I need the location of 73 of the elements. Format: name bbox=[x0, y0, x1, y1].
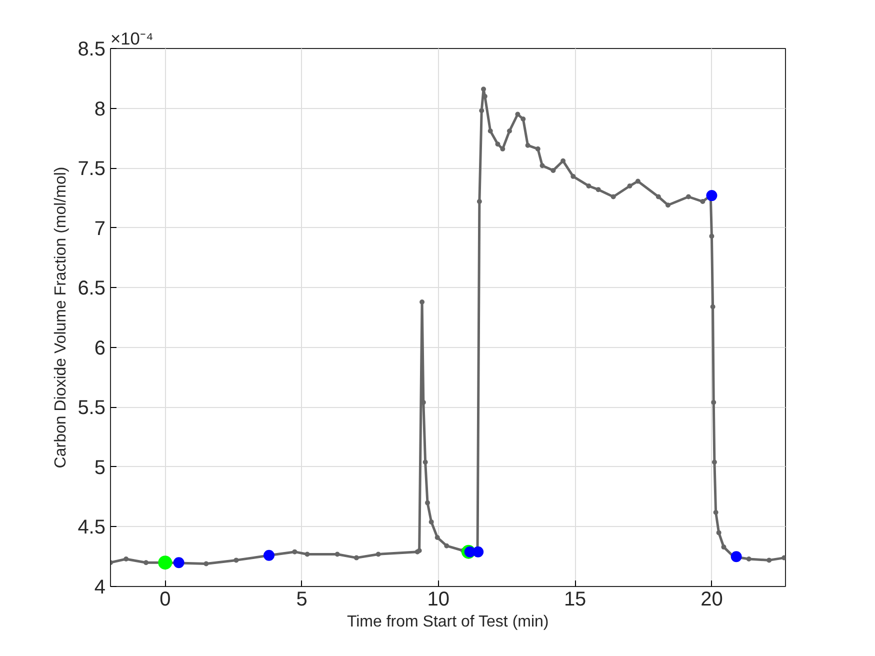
y-tick-label: 4.5 bbox=[78, 516, 106, 539]
point bbox=[586, 183, 592, 188]
point bbox=[334, 552, 340, 557]
point bbox=[716, 530, 722, 536]
point bbox=[782, 555, 786, 560]
y-tick-label: 6 bbox=[94, 337, 106, 360]
point bbox=[686, 194, 691, 200]
x-tick-label: 5 bbox=[296, 588, 308, 610]
point bbox=[700, 199, 706, 204]
point bbox=[488, 128, 493, 134]
point bbox=[124, 556, 129, 562]
point bbox=[264, 550, 274, 561]
point bbox=[713, 510, 718, 515]
point bbox=[422, 460, 428, 465]
point bbox=[144, 560, 149, 566]
point bbox=[292, 549, 298, 554]
point bbox=[481, 86, 486, 92]
point bbox=[495, 142, 500, 147]
point bbox=[535, 146, 540, 152]
x-tick-label: 10 bbox=[427, 588, 450, 610]
point bbox=[420, 299, 425, 304]
point bbox=[766, 558, 772, 563]
point bbox=[711, 400, 716, 405]
point bbox=[425, 500, 430, 506]
x-tick-label: 20 bbox=[700, 588, 723, 610]
point bbox=[710, 304, 716, 310]
point bbox=[525, 142, 530, 148]
point bbox=[550, 168, 556, 173]
point bbox=[635, 178, 640, 184]
text: ×10⁻⁴ bbox=[110, 28, 154, 48]
y-tick-label: 5.5 bbox=[78, 397, 106, 420]
y-tick-label: 5 bbox=[94, 456, 106, 479]
point bbox=[376, 552, 381, 557]
point bbox=[627, 183, 632, 188]
point bbox=[204, 561, 209, 566]
point bbox=[730, 551, 742, 562]
point bbox=[706, 190, 718, 202]
point bbox=[570, 174, 576, 179]
point bbox=[712, 460, 717, 465]
point bbox=[610, 194, 616, 200]
point bbox=[444, 543, 450, 548]
point bbox=[709, 234, 714, 239]
point bbox=[234, 558, 239, 563]
y-axis-title: Carbon Dioxide Volume Fraction (mol/mol) bbox=[52, 166, 70, 468]
point bbox=[479, 108, 484, 114]
point bbox=[506, 128, 512, 134]
x-axis-title: Time from Start of Test (min) bbox=[346, 614, 549, 630]
point bbox=[500, 146, 506, 152]
point bbox=[656, 194, 661, 200]
point bbox=[540, 163, 545, 168]
point bbox=[434, 534, 440, 540]
point bbox=[515, 112, 520, 117]
y-tick-label: 7 bbox=[94, 218, 106, 240]
y-tick-label: 7.5 bbox=[78, 158, 106, 180]
point bbox=[746, 556, 752, 562]
point bbox=[354, 555, 359, 560]
point bbox=[158, 556, 172, 570]
point bbox=[721, 544, 726, 550]
x-tick-label: 0 bbox=[160, 588, 171, 610]
point bbox=[428, 519, 434, 524]
point bbox=[596, 187, 601, 192]
y-tick-label: 6.5 bbox=[78, 278, 106, 300]
point bbox=[476, 199, 482, 204]
point bbox=[560, 158, 566, 164]
point bbox=[665, 202, 670, 208]
point bbox=[520, 116, 526, 122]
point bbox=[304, 552, 310, 557]
y-tick-label: 8 bbox=[94, 98, 106, 120]
y-tick-label: 4 bbox=[94, 576, 106, 598]
y-tick-label: 8.5 bbox=[78, 38, 106, 60]
point bbox=[173, 557, 184, 568]
point bbox=[472, 546, 484, 558]
x-tick-label: 15 bbox=[564, 588, 586, 610]
